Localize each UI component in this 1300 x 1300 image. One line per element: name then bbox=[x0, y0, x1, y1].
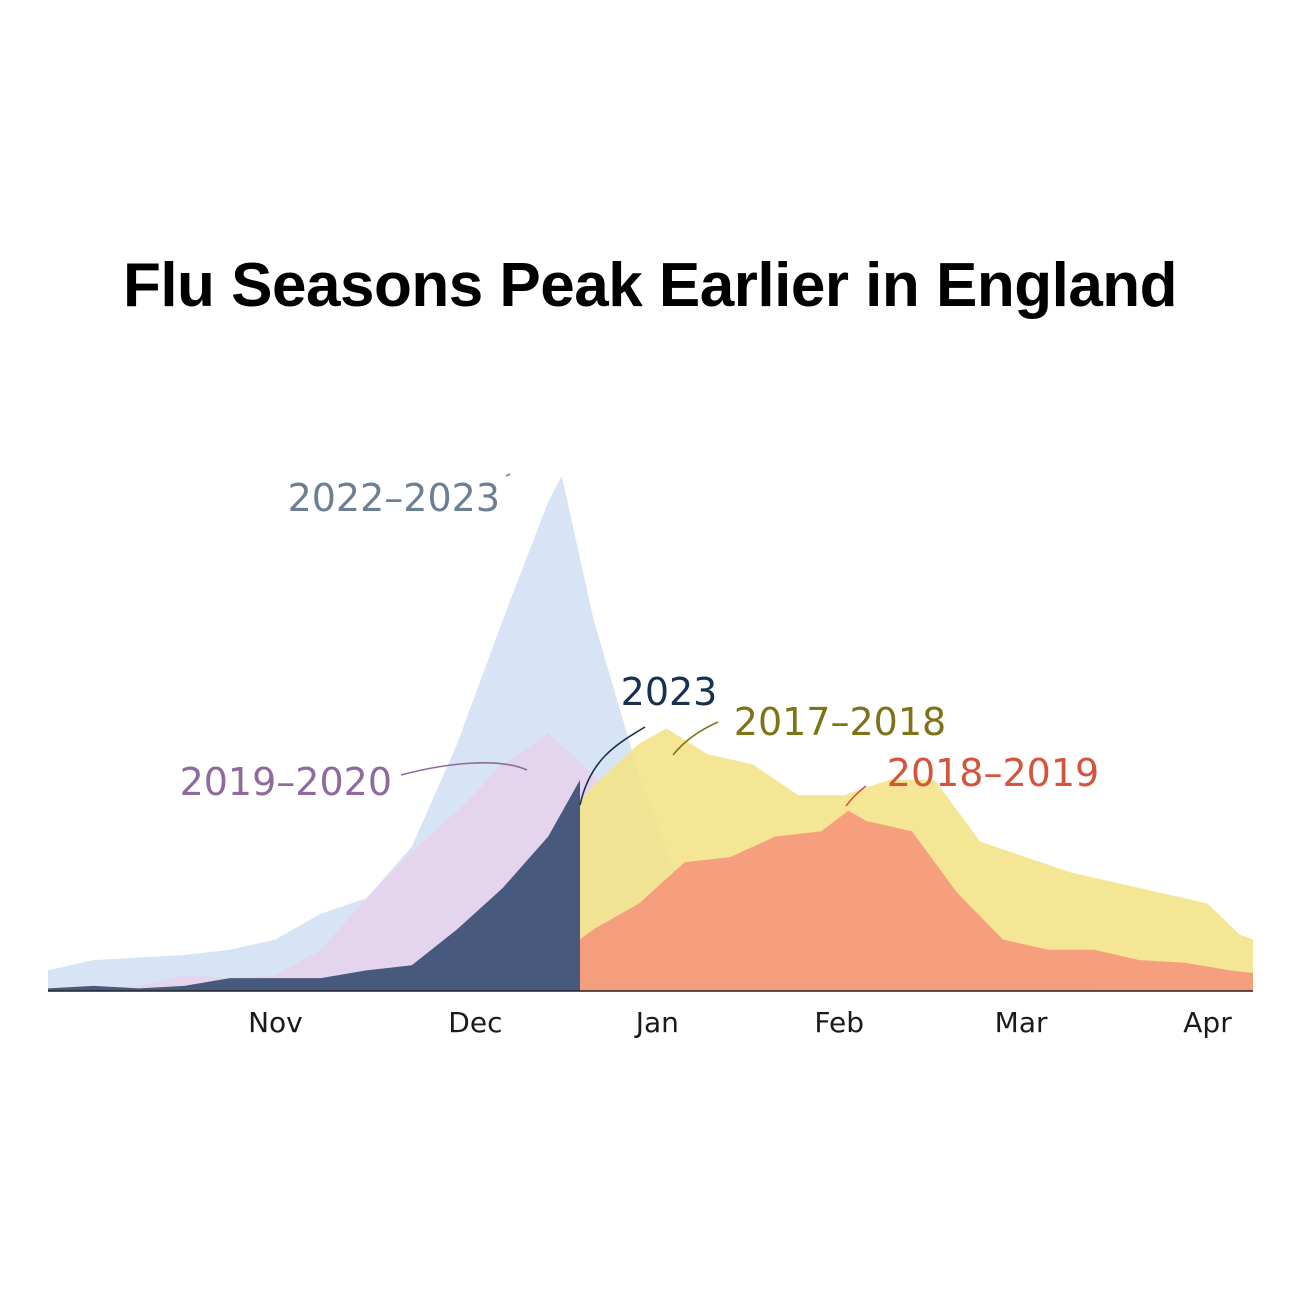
leader-line-2018-2019 bbox=[845, 785, 867, 807]
series-label-2018-2019: 2018–2019 bbox=[887, 751, 1099, 795]
series-label-2017-2018: 2017–2018 bbox=[734, 700, 946, 744]
leader-line-2023 bbox=[579, 726, 646, 806]
tick-label-feb: Feb bbox=[814, 1006, 864, 1039]
tick-label-jan: Jan bbox=[634, 1006, 679, 1039]
tick-label-apr: Apr bbox=[1183, 1006, 1232, 1039]
label-leader-lines bbox=[400, 473, 867, 807]
tick-label-mar: Mar bbox=[995, 1006, 1048, 1039]
series-label-2023: 2023 bbox=[621, 670, 718, 714]
leader-line-2017-2018 bbox=[672, 721, 719, 756]
chart-title: Flu Seasons Peak Earlier in England bbox=[122, 251, 1178, 320]
leader-line-2022-2023 bbox=[505, 473, 511, 477]
tick-label-nov: Nov bbox=[248, 1006, 303, 1039]
leader-line-2019-2020 bbox=[400, 762, 528, 776]
area-2022-2023 bbox=[48, 476, 1094, 991]
series-labels: 2022–2023 2019–2020 2023 2017–2018 2018–2019 bbox=[180, 476, 1100, 804]
series-label-2022-2023: 2022–2023 bbox=[288, 476, 500, 520]
area-2018-2019 bbox=[48, 810, 1253, 991]
series-label-2019-2020: 2019–2020 bbox=[180, 760, 392, 804]
x-axis-tick-labels: Nov Dec Jan Feb Mar Apr bbox=[248, 1006, 1232, 1039]
series-areas bbox=[48, 476, 1253, 991]
tick-label-dec: Dec bbox=[448, 1006, 502, 1039]
area-2023 bbox=[48, 779, 580, 991]
